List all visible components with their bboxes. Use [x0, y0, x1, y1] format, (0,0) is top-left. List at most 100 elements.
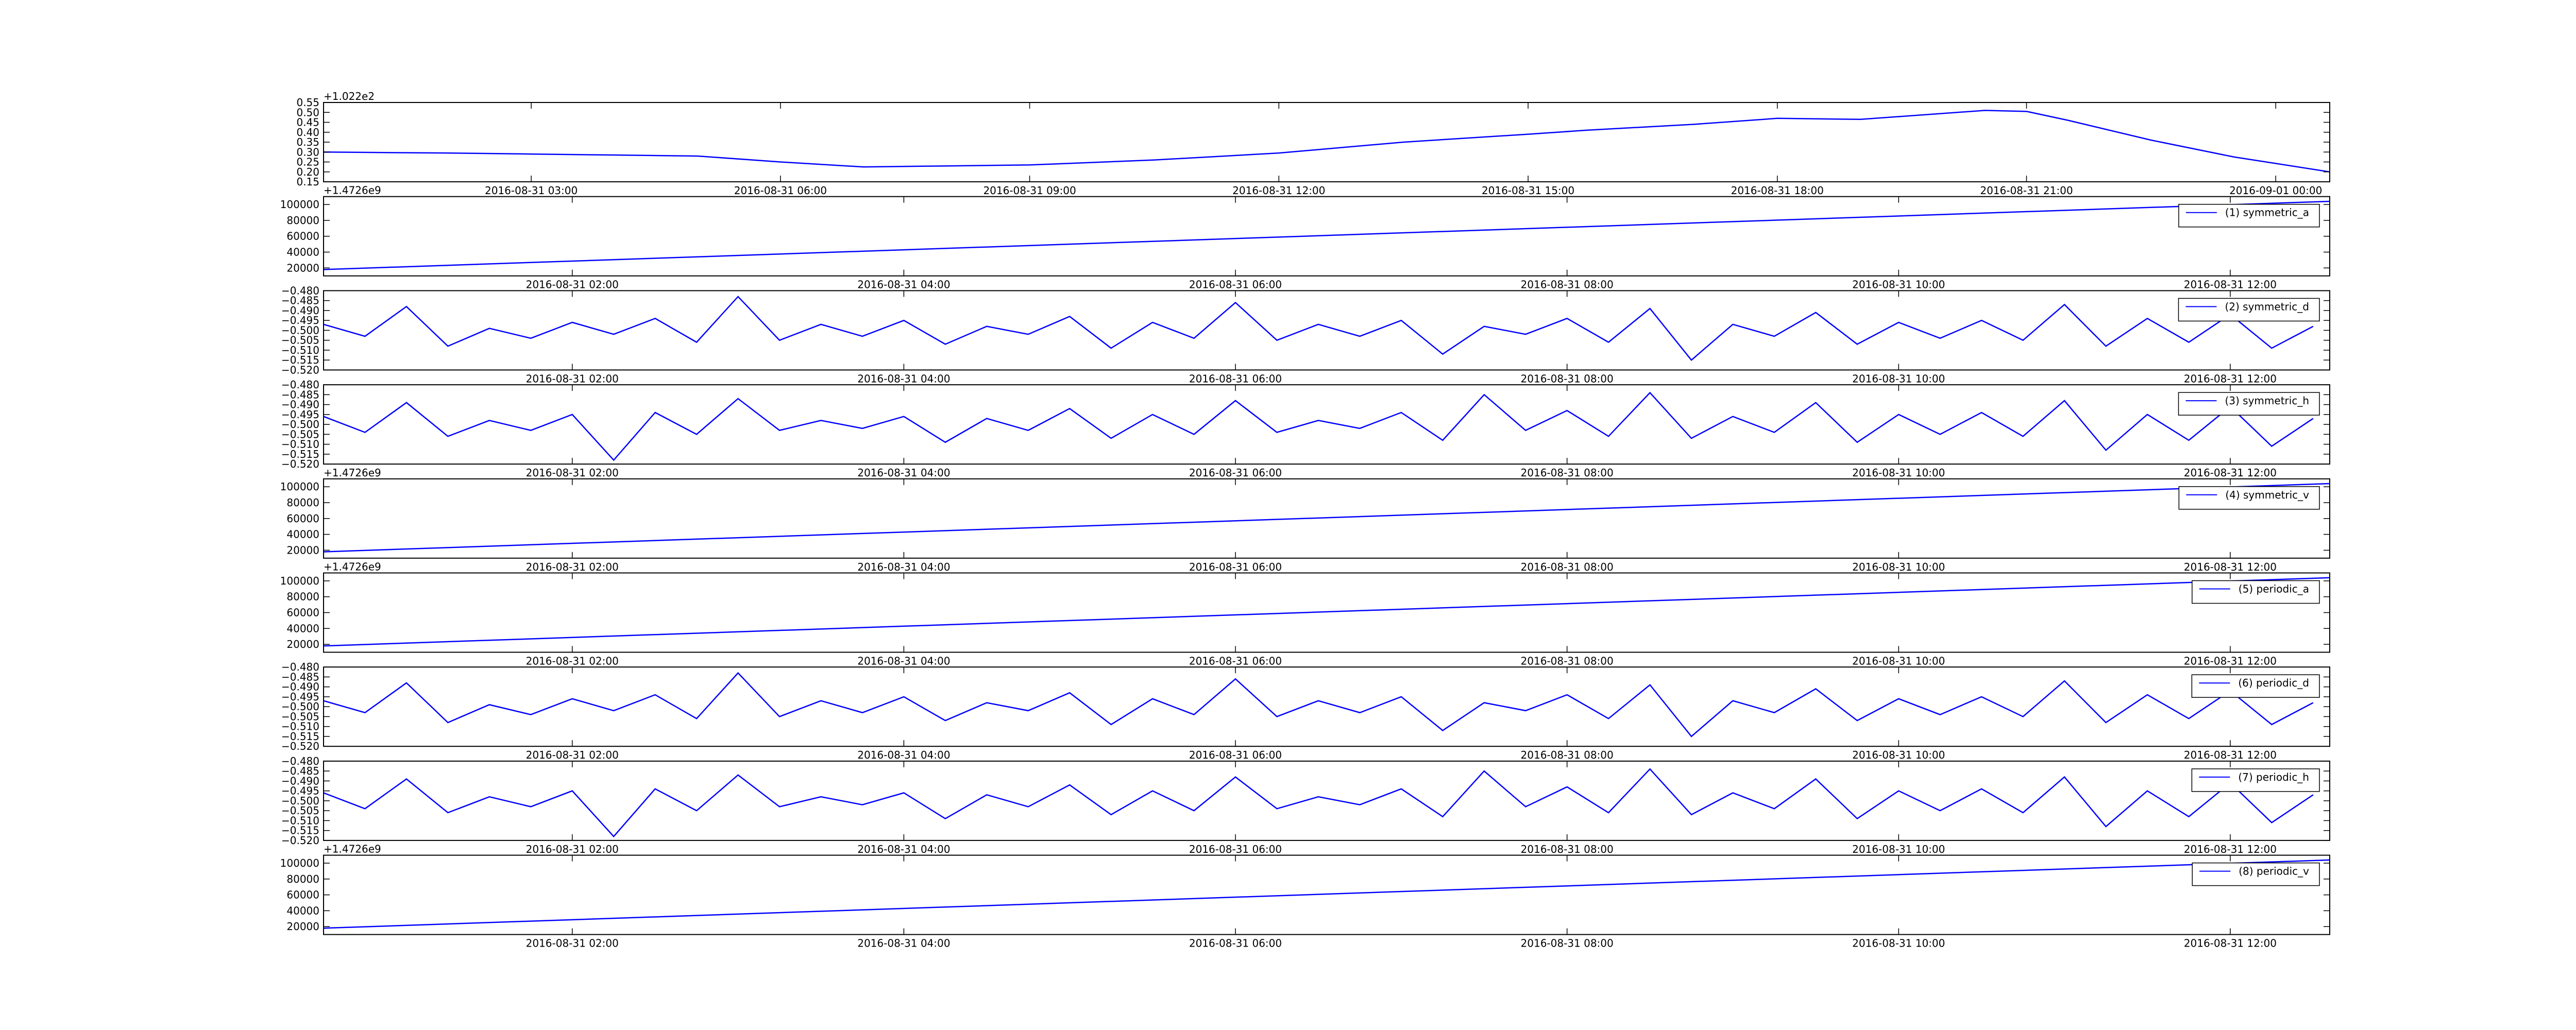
x-tick-label: 2016-08-31 08:00: [1521, 561, 1614, 573]
x-tick-label: 2016-08-31 12:00: [2184, 372, 2277, 385]
y-tick-label: 0.55: [296, 96, 319, 109]
offset-label: +1.4726e9: [324, 843, 381, 855]
y-tick-label: 0.45: [296, 116, 319, 129]
legend-label: (5) periodic_a: [2239, 583, 2309, 595]
data-line: [324, 200, 2330, 270]
x-tick-label: 2016-08-31 02:00: [526, 749, 619, 761]
y-tick-label: 100000: [280, 575, 319, 587]
y-tick-label: −0.510: [281, 814, 319, 827]
y-tick-label: −0.515: [281, 448, 319, 460]
y-tick-label: 60000: [286, 889, 319, 901]
legend-label: (2) symmetric_d: [2225, 300, 2309, 313]
offset-label: +1.022e2: [324, 90, 375, 102]
data-line: [324, 110, 2330, 173]
x-tick-label: 2016-08-31 08:00: [1521, 372, 1614, 385]
axes-frame: [323, 196, 2330, 277]
y-tick-label: −0.520: [281, 834, 319, 847]
y-tick-label: −0.515: [281, 730, 319, 743]
y-tick-label: −0.515: [281, 825, 319, 837]
axes-frame: [323, 760, 2330, 841]
y-tick-label: −0.505: [281, 804, 319, 817]
data-line: [324, 296, 2314, 361]
y-tick-label: 0.50: [296, 106, 319, 118]
x-tick-label: 2016-08-31 02:00: [526, 372, 619, 385]
x-tick-label: 2016-09-01 00:00: [2229, 184, 2322, 197]
y-tick-label: −0.490: [281, 775, 319, 787]
axes-frame: [323, 572, 2330, 653]
x-tick-label: 2016-08-31 10:00: [1852, 372, 1945, 385]
y-tick-label: 60000: [286, 512, 319, 525]
y-tick-label: −0.495: [281, 314, 319, 327]
axes-frame: [323, 102, 2330, 182]
x-tick-label: 2016-08-31 06:00: [1189, 937, 1282, 950]
y-tick-label: 100000: [280, 480, 319, 493]
x-tick-label: 2016-08-31 06:00: [1189, 843, 1282, 855]
legend-label: (6) periodic_d: [2238, 677, 2309, 689]
y-tick-label: 80000: [286, 591, 319, 603]
x-tick-label: 2016-08-31 12:00: [2184, 843, 2277, 855]
legend-label: (3) symmetric_h: [2225, 394, 2309, 407]
x-tick-label: 2016-08-31 04:00: [857, 937, 950, 950]
y-tick-label: −0.480: [281, 755, 319, 767]
y-tick-label: −0.500: [281, 700, 319, 713]
y-tick-label: 60000: [286, 607, 319, 619]
legend: (6) periodic_d: [2191, 674, 2320, 698]
axes-frame: [323, 478, 2330, 559]
offset-label: +1.4726e9: [324, 561, 381, 573]
y-tick-label: 0.30: [296, 146, 319, 158]
y-tick-label: −0.500: [281, 418, 319, 431]
y-tick-label: −0.520: [281, 364, 319, 376]
y-tick-label: 40000: [286, 246, 319, 259]
y-tick-label: 40000: [286, 622, 319, 634]
data-line: [324, 768, 2314, 838]
x-tick-label: 2016-08-31 12:00: [2184, 937, 2277, 950]
y-tick-label: 80000: [286, 496, 319, 509]
x-tick-label: 2016-08-31 12:00: [2184, 279, 2277, 291]
offset-label: +1.4726e9: [324, 184, 381, 197]
x-tick-label: 2016-08-31 10:00: [1852, 937, 1945, 950]
x-tick-label: 2016-08-31 08:00: [1521, 279, 1614, 291]
x-tick-label: 2016-08-31 08:00: [1521, 655, 1614, 667]
legend-box: [2192, 580, 2320, 604]
y-tick-label: 100000: [280, 857, 319, 869]
x-tick-label: 2016-08-31 10:00: [1852, 561, 1945, 573]
data-line: [324, 672, 2314, 737]
x-tick-label: 2016-08-31 02:00: [526, 843, 619, 855]
y-tick-label: −0.490: [281, 681, 319, 693]
x-tick-label: 2016-08-31 02:00: [526, 467, 619, 479]
x-tick-label: 2016-08-31 15:00: [1482, 184, 1574, 197]
y-tick-label: 20000: [286, 638, 319, 650]
y-tick-label: −0.510: [281, 720, 319, 733]
x-tick-label: 2016-08-31 12:00: [2184, 467, 2277, 479]
legend: (2) symmetric_d: [2178, 298, 2320, 322]
y-tick-label: −0.495: [281, 785, 319, 797]
x-tick-label: 2016-08-31 04:00: [857, 279, 950, 291]
x-tick-label: 2016-08-31 10:00: [1852, 749, 1945, 761]
data-line: [324, 483, 2330, 553]
legend-label: (4) symmetric_v: [2225, 489, 2309, 501]
subplot: −0.520−0.515−0.510−0.505−0.500−0.495−0.4…: [281, 661, 2330, 761]
y-tick-label: −0.505: [281, 334, 319, 347]
y-tick-label: −0.505: [281, 428, 319, 440]
subplot: 20000 40000 60000 80000 100000 2016-08-31 02:…: [280, 561, 2330, 667]
x-tick-label: 2016-08-31 09:00: [983, 184, 1076, 197]
subplot: 0.150.200.250.300.350.400.450.500.55 2016…: [296, 90, 2330, 197]
x-tick-label: 2016-08-31 04:00: [857, 749, 950, 761]
legend-box: [2178, 486, 2320, 510]
y-tick-label: −0.480: [281, 661, 319, 673]
x-tick-label: 2016-08-31 04:00: [857, 372, 950, 385]
subplot: 20000 40000 60000 80000 100000 2016-08-31 02:…: [280, 467, 2330, 573]
y-tick-label: −0.480: [281, 379, 319, 391]
legend: (8) periodic_v: [2192, 862, 2320, 886]
legend-box: [2191, 768, 2320, 792]
y-tick-label: −0.520: [281, 458, 319, 470]
legend-label: (7) periodic_h: [2238, 771, 2309, 783]
x-tick-label: 2016-08-31 10:00: [1852, 843, 1945, 855]
x-tick-label: 2016-08-31 02:00: [526, 937, 619, 950]
y-tick-label: 0.40: [296, 126, 319, 139]
y-tick-label: −0.515: [281, 354, 319, 366]
y-tick-label: −0.490: [281, 304, 319, 317]
legend-box: [2178, 392, 2320, 416]
offset-label: +1.4726e9: [324, 467, 381, 479]
